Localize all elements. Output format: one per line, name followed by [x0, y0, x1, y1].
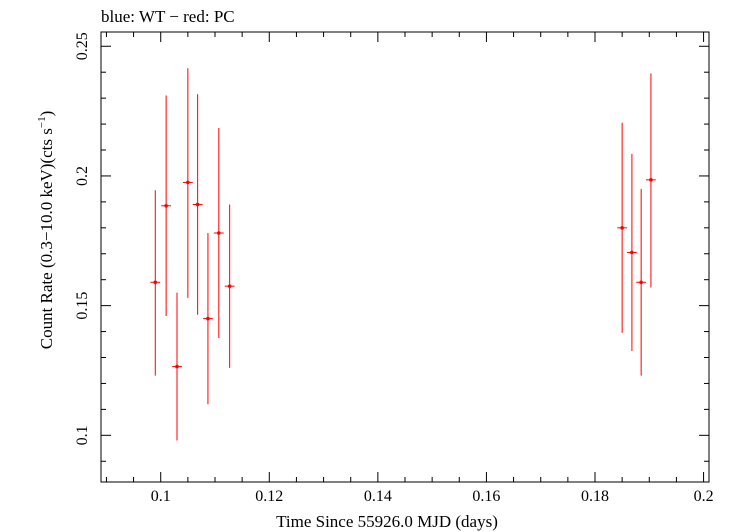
data-point: [636, 188, 647, 376]
chart-title: blue: WT − red: PC: [101, 7, 235, 26]
point-marker: [195, 202, 200, 207]
x-tick-label: 0.1: [151, 488, 171, 505]
x-tick-label: 0.12: [255, 488, 283, 505]
y-axis-label-exponent: −1: [36, 116, 48, 128]
y-axis-label-main: Count Rate (0.3−10.0 keV)(cts s: [37, 128, 56, 349]
point-marker: [620, 226, 624, 230]
point-marker: [217, 231, 221, 235]
data-point: [172, 292, 182, 441]
point-marker: [227, 284, 232, 288]
y-tick-label: 0.15: [74, 292, 91, 320]
x-tick-label: 0.14: [364, 488, 392, 505]
point-marker: [164, 203, 168, 208]
data-point: [161, 95, 172, 317]
data-point: [646, 73, 656, 288]
data-point: [203, 233, 213, 405]
y-tick-label: 0.25: [74, 32, 91, 60]
y-axis-label: Count Rate (0.3−10.0 keV)(cts s−1): [36, 111, 56, 350]
data-points: [150, 68, 656, 441]
point-marker: [206, 316, 210, 321]
point-marker: [153, 280, 158, 285]
data-point: [627, 153, 637, 352]
point-marker: [175, 364, 179, 369]
data-point: [182, 68, 193, 298]
data-point: [150, 190, 161, 376]
data-point: [224, 204, 235, 368]
data-point: [617, 122, 628, 333]
data-point: [213, 127, 224, 339]
point-marker: [630, 250, 634, 255]
x-tick-label: 0.18: [581, 488, 609, 505]
axis-tick-labels: 0.1 0.12 0.14 0.16 0.18 0.2 0.1 0.15 0.2 0.25: [74, 32, 714, 505]
point-marker: [649, 178, 653, 182]
x-axis-label: Time Since 55926.0 MJD (days): [276, 512, 498, 531]
x-tick-label: 0.2: [694, 488, 714, 505]
axis-ticks: [101, 32, 709, 482]
x-tick-label: 0.16: [472, 488, 500, 505]
y-tick-label: 0.1: [74, 425, 91, 445]
point-marker: [186, 180, 190, 185]
data-point: [192, 94, 203, 315]
y-axis-label-close: ): [37, 111, 56, 117]
point-marker: [639, 280, 643, 285]
plot-frame: [100, 31, 710, 483]
y-tick-label: 0.2: [74, 166, 91, 186]
